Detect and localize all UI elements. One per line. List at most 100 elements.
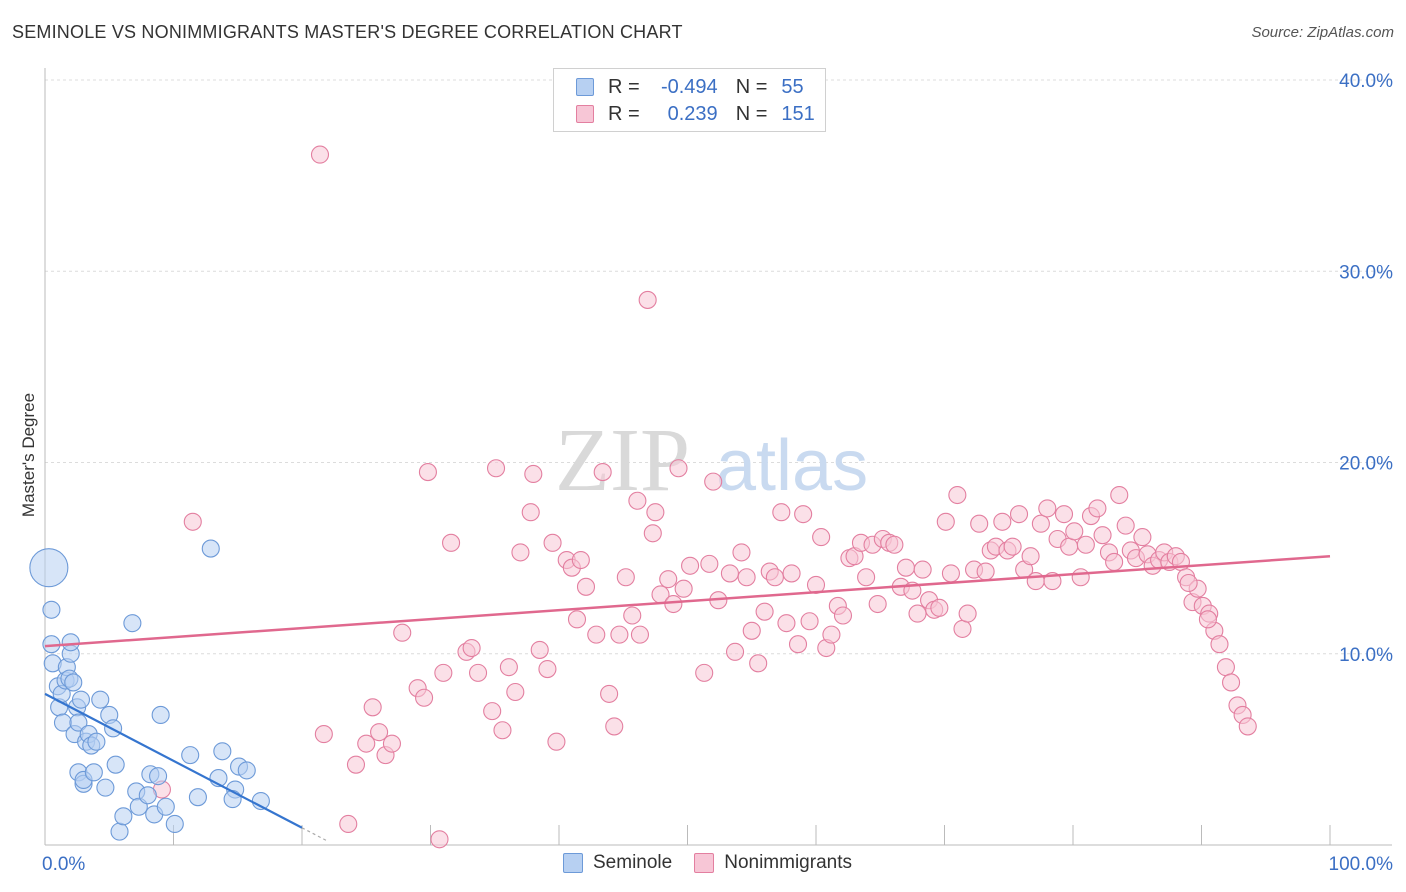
seminole-point	[237, 761, 256, 780]
nonimmigrants-point	[506, 682, 525, 702]
nonimmigrants-point	[788, 635, 808, 654]
watermark-zip: ZIP	[555, 411, 690, 510]
nonimmigrants-point	[183, 512, 202, 531]
nonimmigrants-point	[511, 543, 530, 562]
nonimmigrants-point	[483, 702, 502, 721]
nonimmigrants-point	[833, 606, 853, 625]
nonimmigrants-point	[822, 625, 841, 644]
nonimmigrants-point	[486, 459, 506, 478]
nonimmigrants-point	[493, 721, 512, 740]
nonimmigrants-point	[310, 145, 330, 164]
source-label: Source: ZipAtlas.com	[1251, 24, 1394, 41]
nonimmigrants-point	[1110, 485, 1129, 505]
nonimmigrants-point	[695, 663, 714, 682]
nonimmigrants-point	[976, 562, 995, 581]
legend-item-seminole[interactable]: Seminole	[563, 852, 672, 874]
nonimmigrants-point	[587, 625, 606, 644]
nonimmigrants-point	[593, 463, 612, 482]
nonimmigrants-point	[610, 625, 629, 644]
legend-label-seminole: Seminole	[593, 852, 673, 873]
nonimmigrants-point	[524, 464, 543, 484]
nonimmigrants-point	[941, 564, 960, 583]
legend-n-label: N =	[735, 75, 768, 98]
nonimmigrants-point	[742, 621, 761, 640]
nonimmigrants-point	[415, 688, 434, 707]
nonimmigrants-point	[346, 755, 366, 774]
legend-swatch-nonimmigrants	[694, 853, 715, 873]
nonimmigrants-point	[418, 463, 437, 482]
legend-r-value: -0.494	[660, 75, 718, 98]
seminole-points	[29, 539, 270, 841]
nonimmigrants-point	[616, 568, 635, 587]
nonimmigrants-point	[908, 604, 927, 623]
nonimmigrants-point	[970, 514, 989, 533]
nonimmigrants-point	[1238, 717, 1257, 736]
tick-labels: 10.0% 20.0% 30.0% 40.0% 0.0% 100.0%	[42, 71, 1393, 875]
nonimmigrants-point	[857, 568, 876, 587]
nonimmigrants-point	[1031, 514, 1050, 533]
seminole-trend-line	[44, 692, 303, 829]
nonimmigrants-point	[600, 684, 619, 703]
nonimmigrants-point	[1021, 547, 1040, 566]
x-tick-label: 100.0%	[1329, 854, 1394, 875]
nonimmigrants-point	[434, 663, 453, 682]
nonimmigrants-point	[499, 658, 518, 677]
nonimmigrants-point	[1198, 610, 1217, 629]
nonimmigrants-point	[704, 472, 723, 491]
nonimmigrants-point	[370, 723, 389, 742]
seminole-point	[29, 548, 69, 588]
seminole-trend-extension	[301, 827, 328, 842]
nonimmigrants-trend-line	[44, 554, 1331, 648]
watermark: ZIP atlas	[555, 411, 868, 510]
nonimmigrants-point	[530, 640, 549, 659]
nonimmigrants-point	[468, 663, 488, 682]
nonimmigrants-point	[896, 558, 916, 577]
nonimmigrants-point	[953, 619, 972, 638]
nonimmigrants-point	[1088, 499, 1107, 518]
watermark-atlas: atlas	[716, 426, 868, 506]
nonimmigrants-point	[1093, 526, 1112, 545]
nonimmigrants-point	[1003, 537, 1022, 556]
y-tick-label: 10.0%	[1339, 645, 1393, 666]
nonimmigrants-point	[737, 568, 756, 587]
nonimmigrants-point	[1065, 522, 1084, 541]
nonimmigrants-point	[630, 625, 650, 644]
nonimmigrants-point	[382, 734, 402, 753]
nonimmigrants-point	[1210, 635, 1229, 654]
nonimmigrants-point	[913, 560, 932, 579]
nonimmigrants-point	[936, 512, 955, 531]
legend-row-seminole: R = -0.494 N = 55	[576, 74, 804, 100]
seminole-point	[42, 600, 61, 619]
nonimmigrants-point	[1026, 572, 1045, 591]
seminole-point	[91, 690, 110, 709]
seminole-point	[201, 539, 220, 558]
nonimmigrants-point	[1222, 673, 1241, 692]
nonimmigrants-point	[664, 594, 683, 614]
nonimmigrants-point	[765, 568, 784, 587]
correlation-legend: R = -0.494 N = 55 R = 0.239 N = 151	[553, 68, 826, 132]
nonimmigrants-point	[749, 654, 768, 673]
x-tick-label: 0.0%	[42, 854, 85, 875]
nonimmigrants-point	[538, 659, 557, 679]
nonimmigrants-point	[547, 732, 566, 751]
legend-swatch-seminole	[563, 853, 583, 873]
legend-row-nonimmigrants: R = 0.239 N = 151	[576, 101, 815, 127]
nonimmigrants-point	[782, 564, 801, 583]
nonimmigrants-point	[393, 623, 412, 642]
nonimmigrants-point	[725, 642, 745, 661]
seminole-point	[181, 746, 200, 765]
nonimmigrants-point	[646, 503, 665, 522]
seminole-point	[151, 705, 170, 725]
nonimmigrants-point	[958, 604, 977, 623]
seminole-point	[61, 633, 80, 652]
nonimmigrants-points	[152, 145, 1257, 849]
nonimmigrants-point	[567, 610, 587, 629]
nonimmigrants-point	[521, 503, 540, 522]
nonimmigrants-point	[314, 725, 333, 744]
nonimmigrants-point	[800, 612, 819, 631]
seminole-point	[114, 807, 133, 826]
nonimmigrants-point	[674, 579, 693, 598]
nonimmigrants-point	[948, 485, 967, 505]
legend-item-nonimmigrants[interactable]: Nonimmigrants	[694, 852, 852, 874]
